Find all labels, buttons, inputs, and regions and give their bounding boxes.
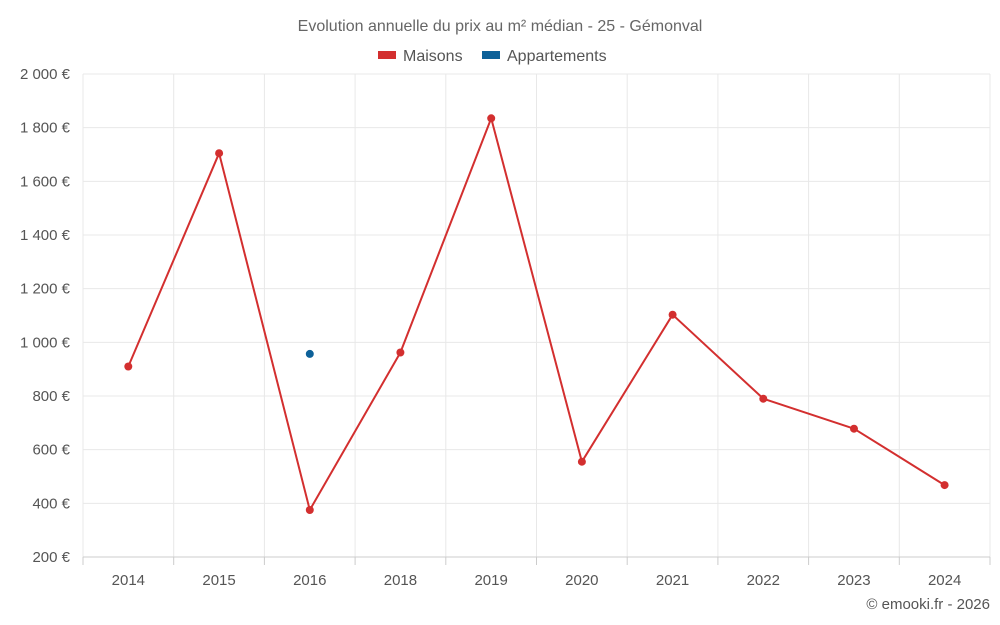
legend-label-maisons: Maisons	[403, 48, 463, 65]
y-tick-label: 800 €	[32, 388, 70, 405]
y-tick-label: 200 €	[32, 549, 70, 566]
series-line-maisons	[127, 117, 946, 511]
x-tick-label: 2014	[112, 572, 145, 589]
x-axis: 2014 2015 2016 2018 2019 2020 2021 2022 2023 2024	[82, 556, 991, 589]
chart-title: Evolution annuelle du prix au m² médian …	[298, 18, 703, 35]
legend-label-appartements: Appartements	[507, 48, 607, 65]
x-tick-label: 2019	[474, 572, 507, 589]
data-point-maisons[interactable]	[850, 424, 858, 433]
legend-item-maisons[interactable]: Maisons	[378, 48, 463, 65]
legend-item-appartements[interactable]: Appartements	[482, 48, 607, 65]
data-point-maisons[interactable]	[124, 362, 133, 371]
data-point-maisons[interactable]	[215, 149, 224, 158]
x-tick-label: 2021	[656, 572, 689, 589]
x-tick-label: 2016	[293, 572, 326, 589]
x-tick-label: 2024	[928, 572, 961, 589]
data-point-maisons[interactable]	[577, 457, 586, 466]
grid	[82, 73, 991, 558]
y-tick-label: 1 200 €	[20, 281, 71, 298]
x-tick-label: 2020	[565, 572, 598, 589]
series-maisons	[124, 114, 949, 514]
legend-swatch-appartements	[482, 51, 500, 59]
series-appartements	[305, 349, 314, 358]
y-axis: 200 € 400 € 600 € 800 € 1 000 € 1 200 € 1 400 …	[20, 66, 71, 566]
series	[124, 114, 949, 514]
data-point-maisons[interactable]	[305, 506, 314, 514]
legend: Maisons Appartements	[378, 48, 607, 65]
y-tick-label: 1 800 €	[20, 120, 71, 137]
data-point-maisons[interactable]	[396, 348, 405, 357]
y-tick-label: 600 €	[32, 442, 70, 459]
data-point-maisons[interactable]	[759, 394, 768, 403]
y-tick-label: 2 000 €	[20, 66, 71, 83]
y-tick-label: 1 400 €	[20, 227, 71, 244]
data-point-appartements[interactable]	[305, 349, 314, 358]
data-point-maisons[interactable]	[940, 481, 949, 490]
x-tick-label: 2023	[837, 572, 870, 589]
x-tick-label: 2022	[747, 572, 780, 589]
data-point-maisons[interactable]	[487, 114, 496, 123]
x-tick-label: 2015	[202, 572, 235, 589]
y-tick-label: 1 000 €	[20, 334, 71, 351]
legend-swatch-maisons	[378, 51, 396, 59]
x-tick-label: 2018	[384, 572, 417, 589]
y-tick-label: 1 600 €	[20, 173, 71, 190]
credit-text: © emooki.fr - 2026	[866, 596, 990, 613]
y-tick-label: 400 €	[32, 495, 70, 512]
data-point-maisons[interactable]	[668, 310, 677, 319]
